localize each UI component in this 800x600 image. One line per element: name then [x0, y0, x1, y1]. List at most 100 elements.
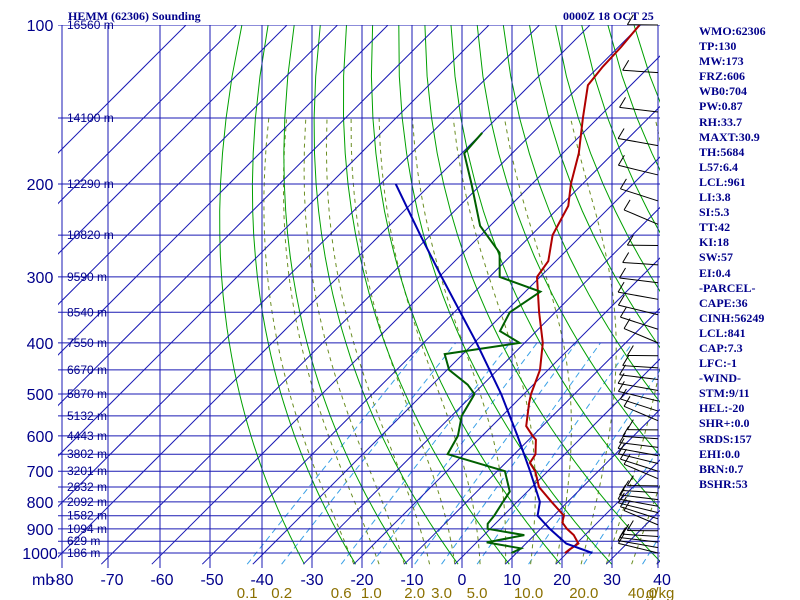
stat-11: LI:3.8 — [699, 190, 731, 205]
dry-adiabat-300 — [398, 25, 613, 565]
stat-26: SHR+:0.0 — [699, 416, 750, 431]
isotherm--20 — [353, 257, 660, 565]
pressure-tick-200: 200 — [27, 177, 54, 194]
wind-barb-39 — [617, 533, 659, 554]
height-label-550: 5132 m — [67, 409, 107, 423]
wind-barb-7 — [626, 234, 659, 246]
dry-adiabat-440 — [765, 25, 800, 564]
wind-barb-12 — [619, 306, 659, 330]
height-label-750: 2632 m — [67, 480, 107, 494]
mixing-ratio-line-20 — [583, 446, 660, 565]
wind-barb-14 — [626, 345, 659, 357]
stat-12: SI:5.3 — [699, 205, 730, 220]
stat-10: LCL:961 — [699, 174, 746, 189]
height-label-200: 12290 m — [67, 177, 114, 191]
moist-adiabat-15 — [452, 117, 536, 565]
wind-barb-0 — [626, 14, 659, 26]
isotherm--130 — [58, 25, 339, 306]
temp-tick-10: 20 — [553, 572, 571, 589]
mixing-tick-7: 10.0 — [514, 585, 543, 600]
mixing-tick-2: 0.6 — [331, 585, 352, 600]
stat-8: TH:5684 — [699, 144, 745, 159]
wind-barb-22 — [622, 426, 659, 440]
wind-barb-38 — [617, 530, 659, 549]
temp-tick-11: 30 — [603, 572, 621, 589]
wind-barb-24 — [617, 438, 659, 457]
wind-barb-20 — [623, 396, 659, 422]
mixing-ratio-line-3 — [441, 342, 601, 565]
wind-barb-10 — [617, 281, 659, 300]
mixing-ratio-line-0.2 — [281, 342, 456, 565]
wind-barb-16 — [619, 364, 659, 380]
dry-adiabat-310 — [424, 25, 660, 562]
wind-barb-13 — [623, 318, 659, 344]
isotherm-20 — [555, 459, 660, 565]
isotherm--110 — [58, 25, 440, 407]
grid-lines — [58, 25, 660, 568]
mixing-tick-9: 40.0 — [628, 585, 657, 600]
isotherm--100 — [58, 25, 490, 457]
pressure-tick-1000: 1000 — [22, 546, 58, 563]
stat-24: STM:9/11 — [699, 386, 750, 401]
wind-barb-23 — [619, 432, 659, 448]
isotherm-10 — [504, 408, 660, 565]
isotherm--160 — [58, 25, 187, 154]
stat-20: LCL:841 — [699, 325, 746, 340]
pressure-tick-600: 600 — [27, 429, 54, 446]
isotherm--30 — [302, 206, 660, 565]
moist-adiabat--15 — [282, 117, 380, 565]
stat-28: EHI:0.0 — [699, 446, 741, 461]
wind-barb-6 — [623, 199, 659, 225]
wind-barb-11 — [617, 294, 659, 316]
stat-14: KI:18 — [699, 235, 729, 250]
gkg-unit-label: g/kg — [646, 585, 674, 600]
mixing-tick-6: 5.0 — [467, 585, 488, 600]
mixing-ratio-line-0.6 — [340, 342, 511, 565]
temp-tick-2: -60 — [150, 572, 173, 589]
sounding-indices: WMO:62306 TP:130 MW:173 FRZ:606 WB0:704 PW:0.… — [699, 24, 766, 492]
wind-barb-28 — [626, 475, 659, 487]
mixing-tick-8: 20.0 — [569, 585, 598, 600]
height-label-350: 8540 m — [67, 305, 107, 319]
isotherm--150 — [58, 25, 238, 205]
isotherm--120 — [58, 25, 389, 356]
wind-barb-35 — [626, 520, 659, 532]
wind-barbs — [617, 14, 659, 554]
stat-2: MW:173 — [699, 54, 744, 69]
isotherm--140 — [58, 25, 288, 255]
isotherm--40 — [252, 156, 660, 565]
pressure-tick-400: 400 — [27, 336, 54, 353]
chart-timestamp: 0000Z 18 OCT 25 — [563, 9, 654, 23]
isotherm--90 — [58, 25, 541, 508]
isotherm--50 — [201, 105, 660, 565]
stat-9: L57:6.4 — [699, 159, 738, 174]
stat-0: WMO:62306 — [699, 24, 766, 38]
height-label-500: 5870 m — [67, 387, 107, 401]
temp-tick-8: 0 — [458, 572, 467, 589]
isotherm-0 — [454, 358, 660, 565]
stat-15: SW:57 — [699, 250, 734, 265]
height-label-300: 9590 m — [67, 270, 107, 284]
height-label-250: 10820 m — [67, 228, 114, 242]
height-label-100: 16560 m — [67, 18, 114, 32]
pressure-tick-300: 300 — [27, 270, 54, 287]
wind-barb-19 — [619, 388, 659, 412]
temp-tick-12: 40 — [653, 572, 671, 589]
parcel-line — [394, 183, 593, 554]
pressure-tick-100: 100 — [27, 18, 54, 35]
wind-barb-9 — [619, 267, 659, 284]
height-label-650: 3802 m — [67, 447, 107, 461]
stat-21: CAP:7.3 — [699, 340, 743, 355]
stat-22: LFC:-1 — [699, 356, 737, 371]
wind-barb-33 — [619, 496, 659, 520]
mixing-ratio-line-1 — [370, 342, 538, 565]
dry-adiabat-330 — [476, 25, 660, 457]
stat-18: CAPE:36 — [699, 295, 748, 310]
temp-tick-4: -40 — [250, 572, 273, 589]
mb-unit-label: mb — [32, 572, 54, 589]
stat-1: TP:130 — [699, 39, 737, 54]
moist-adiabat--20 — [263, 117, 355, 565]
stat-27: SRDS:157 — [699, 431, 752, 446]
temp-tick-7: -10 — [400, 572, 423, 589]
